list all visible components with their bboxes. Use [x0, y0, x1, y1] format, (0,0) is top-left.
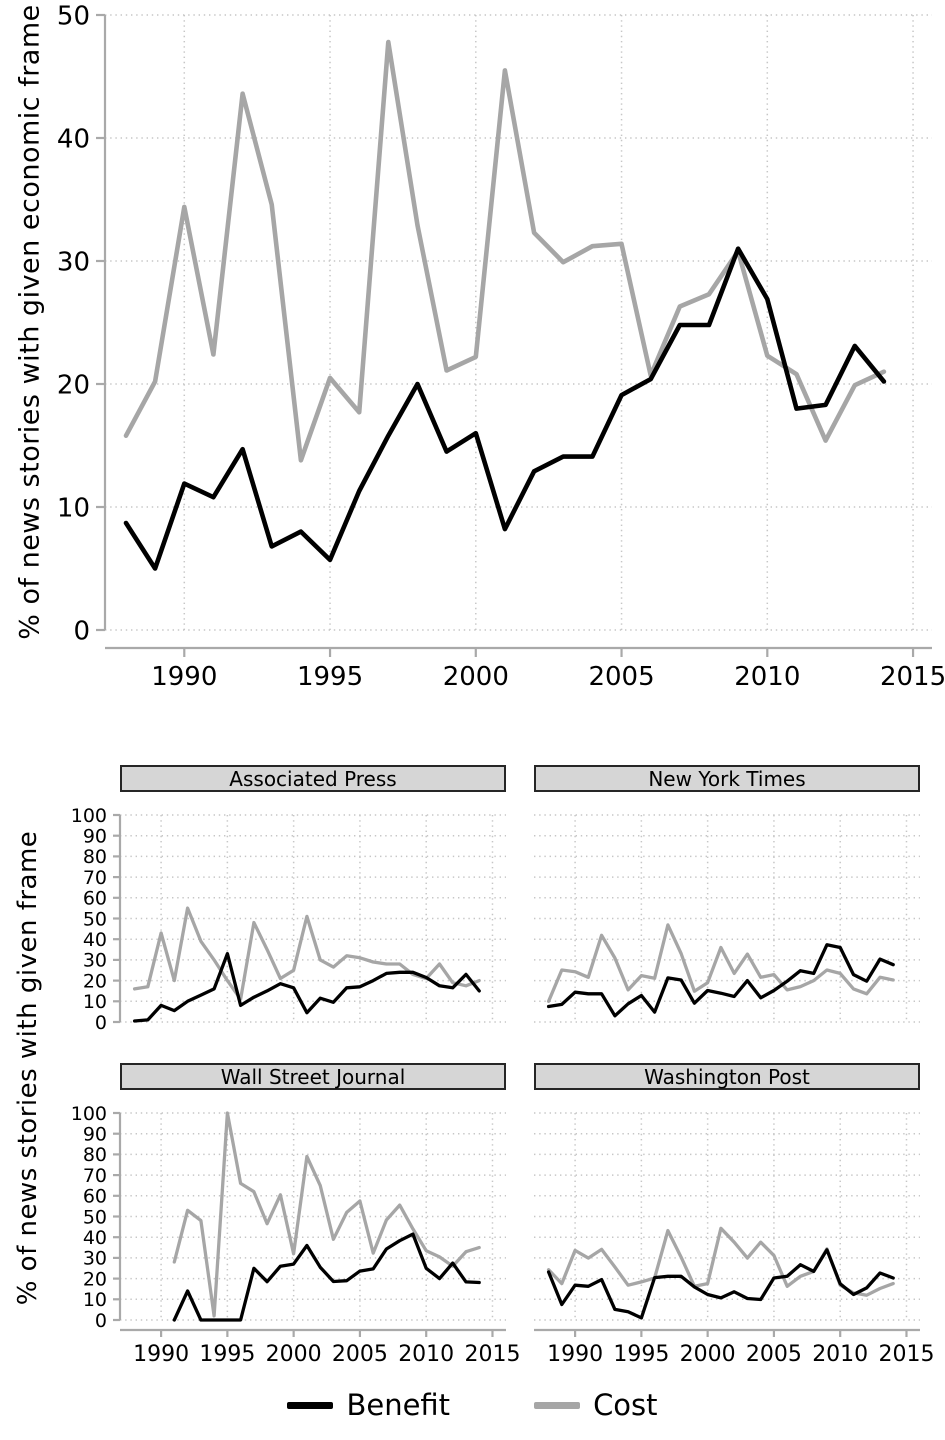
panel-title-new-york-times: New York Times — [534, 765, 920, 792]
svg-text:2015: 2015 — [880, 662, 945, 692]
svg-text:80: 80 — [83, 1144, 107, 1166]
svg-text:2000: 2000 — [680, 1342, 736, 1367]
svg-text:2010: 2010 — [398, 1342, 454, 1367]
svg-text:1990: 1990 — [151, 662, 217, 692]
svg-text:1995: 1995 — [613, 1342, 669, 1367]
legend-item-benefit: Benefit — [287, 1388, 450, 1422]
svg-text:2015: 2015 — [878, 1342, 934, 1367]
washington-post-line-chart: 1990 1995 2000 2005 2010 2015 — [534, 1112, 934, 1367]
top-chart-y-axis-label: % of news stories with given economic fr… — [14, 4, 46, 640]
legend-label-benefit: Benefit — [346, 1388, 451, 1422]
overall-frames-line-chart: 0 10 20 30 40 50 1990 1995 2000 2005 2010 2015 — [57, 1, 945, 692]
svg-text:2015: 2015 — [464, 1342, 520, 1367]
svg-text:1995: 1995 — [297, 662, 363, 692]
svg-text:50: 50 — [83, 1206, 107, 1228]
cost-line-swatch — [534, 1401, 581, 1409]
svg-text:10: 10 — [83, 1289, 107, 1311]
svg-text:0: 0 — [95, 1310, 107, 1332]
svg-text:2000: 2000 — [443, 662, 509, 692]
svg-text:90: 90 — [83, 826, 107, 848]
svg-text:2010: 2010 — [812, 1342, 868, 1367]
legend: Benefit Cost — [0, 1388, 945, 1422]
benefit-line-swatch — [287, 1401, 334, 1409]
svg-text:10: 10 — [83, 991, 107, 1013]
svg-text:60: 60 — [83, 1186, 107, 1208]
svg-text:20: 20 — [83, 970, 107, 992]
svg-text:20: 20 — [83, 1268, 107, 1290]
svg-text:2005: 2005 — [332, 1342, 388, 1367]
svg-text:2005: 2005 — [588, 662, 654, 692]
legend-item-cost: Cost — [534, 1388, 658, 1422]
svg-text:30: 30 — [57, 247, 90, 277]
svg-text:60: 60 — [83, 888, 107, 910]
svg-text:2005: 2005 — [746, 1342, 802, 1367]
svg-text:40: 40 — [83, 1227, 107, 1249]
panel-title-associated-press: Associated Press — [120, 765, 506, 792]
svg-text:100: 100 — [71, 805, 107, 827]
svg-text:70: 70 — [83, 867, 107, 889]
svg-text:70: 70 — [83, 1165, 107, 1187]
svg-text:1990: 1990 — [133, 1342, 189, 1367]
svg-text:1990: 1990 — [547, 1342, 603, 1367]
svg-text:30: 30 — [83, 1248, 107, 1270]
panel-title-wall-street-journal: Wall Street Journal — [120, 1063, 506, 1090]
svg-text:50: 50 — [57, 1, 90, 31]
small-multiples-section: % of news stories with given frame Assoc… — [0, 760, 945, 1440]
svg-text:0: 0 — [95, 1012, 107, 1034]
svg-text:2000: 2000 — [266, 1342, 322, 1367]
panel-title-washington-post: Washington Post — [534, 1063, 920, 1090]
svg-text:90: 90 — [83, 1124, 107, 1146]
svg-text:2010: 2010 — [734, 662, 800, 692]
new-york-times-line-chart — [534, 814, 920, 1023]
svg-text:40: 40 — [83, 929, 107, 951]
svg-text:30: 30 — [83, 950, 107, 972]
svg-text:10: 10 — [57, 493, 90, 523]
svg-text:100: 100 — [71, 1103, 107, 1125]
svg-text:80: 80 — [83, 846, 107, 868]
svg-text:40: 40 — [57, 124, 90, 154]
legend-label-cost: Cost — [593, 1388, 658, 1422]
panels-y-axis-label: % of news stories with given frame — [13, 830, 43, 1306]
svg-text:50: 50 — [83, 908, 107, 930]
svg-text:20: 20 — [57, 370, 90, 400]
svg-text:0: 0 — [73, 616, 90, 646]
svg-text:1995: 1995 — [199, 1342, 255, 1367]
